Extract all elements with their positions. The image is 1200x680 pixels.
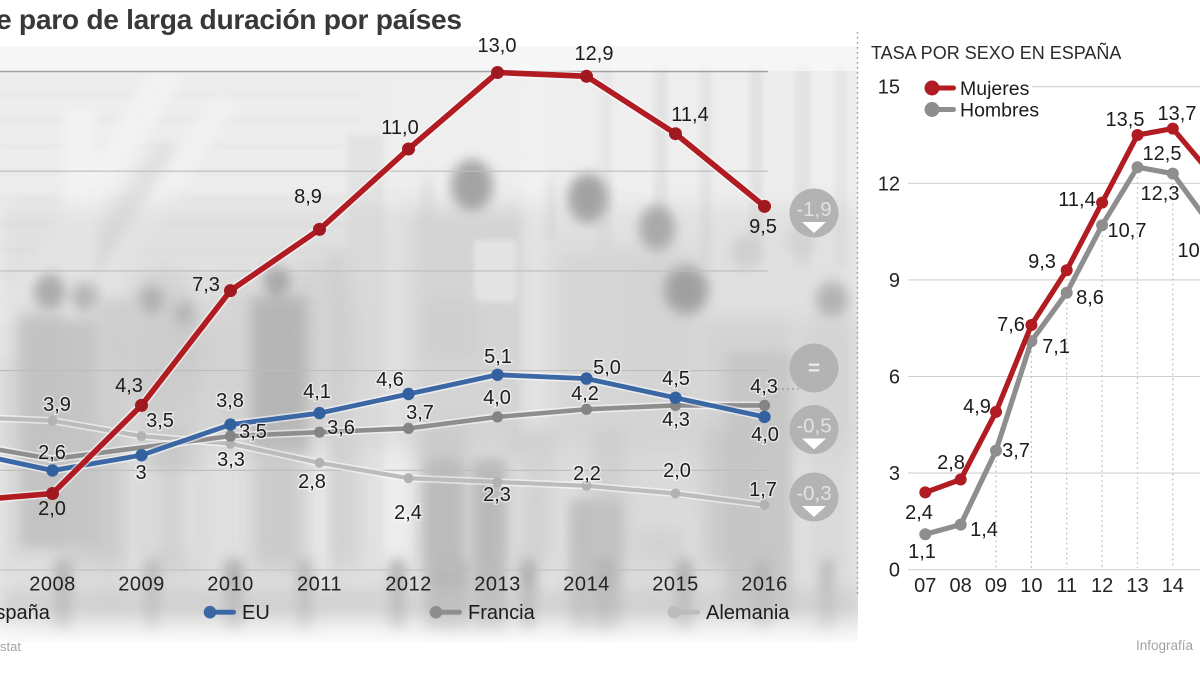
svg-text:-0,5: -0,5 [796, 415, 831, 438]
svg-text:11,4: 11,4 [671, 104, 708, 126]
svg-text:España: España [0, 602, 51, 624]
svg-text:-0,3: -0,3 [796, 482, 831, 505]
svg-text:2,2: 2,2 [573, 463, 601, 485]
svg-text:Mujeres: Mujeres [960, 78, 1030, 100]
svg-text:3,9: 3,9 [43, 394, 71, 416]
svg-text:4,3: 4,3 [662, 409, 690, 431]
svg-text:07: 07 [914, 575, 936, 597]
svg-text:12,9: 12,9 [575, 43, 614, 65]
svg-text:2012: 2012 [385, 574, 432, 596]
svg-text:3,3: 3,3 [217, 449, 245, 471]
svg-text:11,4: 11,4 [1058, 189, 1095, 211]
svg-text:3: 3 [889, 463, 900, 485]
svg-text:14: 14 [1162, 575, 1184, 597]
svg-text:3,5: 3,5 [239, 421, 267, 443]
svg-text:stat: stat [0, 639, 21, 654]
svg-text:3,6: 3,6 [327, 417, 355, 439]
svg-text:2,4: 2,4 [394, 502, 422, 524]
svg-text:Francia: Francia [468, 602, 536, 624]
svg-text:2011: 2011 [297, 574, 342, 596]
svg-text:08: 08 [950, 575, 972, 597]
svg-text:12,3: 12,3 [1141, 183, 1180, 205]
svg-text:13,5: 13,5 [1106, 109, 1145, 131]
svg-text:-1,9: -1,9 [796, 198, 831, 221]
svg-text:3: 3 [135, 462, 146, 484]
svg-text:2,6: 2,6 [38, 442, 66, 464]
svg-text:9,3: 9,3 [1028, 251, 1056, 273]
svg-text:5,0: 5,0 [593, 357, 621, 379]
svg-text:3,5: 3,5 [146, 410, 174, 432]
svg-text:15: 15 [878, 77, 900, 99]
svg-text:e paro de larga duración por p: e paro de larga duración por países [0, 3, 462, 35]
svg-text:4,5: 4,5 [662, 368, 690, 390]
svg-text:7,1: 7,1 [1042, 336, 1070, 358]
svg-text:1,4: 1,4 [970, 519, 998, 541]
svg-text:2,4: 2,4 [905, 502, 933, 524]
svg-text:10,8: 10,8 [1178, 240, 1200, 262]
svg-text:13: 13 [1126, 575, 1148, 597]
svg-text:4,3: 4,3 [115, 375, 143, 397]
svg-text:8,9: 8,9 [294, 186, 322, 208]
svg-text:2,3: 2,3 [483, 484, 511, 506]
svg-text:2014: 2014 [563, 574, 610, 596]
svg-text:9,5: 9,5 [749, 216, 777, 238]
svg-text:11,0: 11,0 [381, 117, 418, 139]
svg-text:2008: 2008 [29, 574, 76, 596]
svg-text:1,7: 1,7 [749, 479, 777, 501]
svg-text:12: 12 [878, 173, 900, 195]
svg-text:Hombres: Hombres [960, 100, 1039, 122]
svg-text:8,6: 8,6 [1076, 287, 1104, 309]
svg-text:7,3: 7,3 [192, 274, 220, 296]
svg-text:=: = [808, 357, 820, 380]
svg-text:2009: 2009 [118, 574, 165, 596]
svg-text:5,1: 5,1 [484, 346, 512, 368]
svg-text:9: 9 [889, 270, 900, 292]
svg-text:13,0: 13,0 [478, 35, 517, 57]
svg-text:10: 10 [1020, 575, 1042, 597]
svg-text:2015: 2015 [652, 574, 699, 596]
svg-text:2016: 2016 [741, 574, 788, 596]
svg-text:0: 0 [889, 560, 900, 582]
svg-text:13,7: 13,7 [1158, 103, 1197, 125]
svg-text:2,0: 2,0 [663, 460, 691, 482]
svg-text:4,6: 4,6 [376, 369, 404, 391]
svg-text:Infografía: Infografía [1136, 638, 1194, 653]
svg-text:3,7: 3,7 [406, 402, 434, 424]
svg-text:4,1: 4,1 [303, 381, 331, 403]
svg-text:2013: 2013 [474, 574, 521, 596]
svg-text:12,5: 12,5 [1143, 143, 1182, 165]
svg-text:EU: EU [242, 602, 270, 624]
svg-text:TASA POR SEXO EN ESPAÑA: TASA POR SEXO EN ESPAÑA [871, 42, 1121, 63]
svg-text:3,8: 3,8 [216, 390, 244, 412]
svg-text:2,8: 2,8 [937, 452, 965, 474]
svg-text:4,0: 4,0 [483, 387, 511, 409]
svg-text:4,9: 4,9 [963, 396, 991, 418]
svg-text:12: 12 [1091, 575, 1113, 597]
svg-text:Alemania: Alemania [706, 602, 790, 624]
svg-text:3,7: 3,7 [1002, 440, 1030, 462]
svg-text:2010: 2010 [207, 574, 254, 596]
svg-text:09: 09 [985, 575, 1007, 597]
svg-text:2,0: 2,0 [38, 498, 66, 520]
svg-text:4,0: 4,0 [751, 424, 779, 446]
svg-text:1,1: 1,1 [908, 541, 936, 563]
svg-text:11: 11 [1056, 575, 1077, 597]
svg-text:10,7: 10,7 [1108, 220, 1147, 242]
svg-text:2,8: 2,8 [298, 471, 326, 493]
svg-text:4,2: 4,2 [571, 383, 599, 405]
svg-text:4,3: 4,3 [750, 376, 778, 398]
svg-text:7,6: 7,6 [997, 314, 1025, 336]
svg-text:6: 6 [889, 367, 900, 389]
